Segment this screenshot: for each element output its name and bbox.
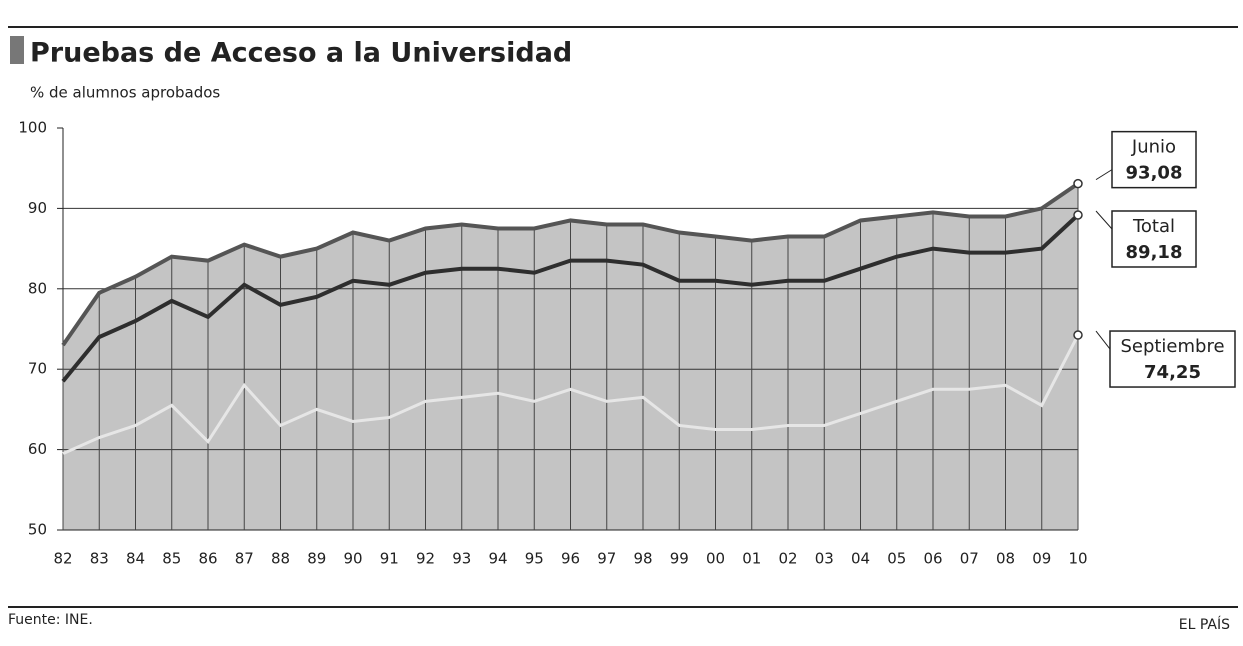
y-tick-label: 100 bbox=[18, 119, 47, 137]
x-tick-label: 91 bbox=[380, 550, 399, 568]
x-tick-label: 88 bbox=[271, 550, 290, 568]
value-label: 89,18 bbox=[1126, 242, 1183, 263]
source: Fuente: INE. bbox=[8, 612, 93, 628]
x-tick-label: 92 bbox=[416, 550, 435, 568]
x-tick-label: 82 bbox=[53, 550, 72, 568]
x-tick-label: 83 bbox=[90, 550, 109, 568]
line bbox=[61, 181, 1080, 347]
x-tick-label: 00 bbox=[706, 550, 725, 568]
x-tick-label: 09 bbox=[1032, 550, 1051, 568]
label-box bbox=[1109, 330, 1236, 388]
x-tick-label: 90 bbox=[343, 550, 362, 568]
end-marker bbox=[1073, 210, 1083, 220]
x-tick-label: 87 bbox=[235, 550, 254, 568]
end-marker bbox=[1073, 330, 1083, 340]
x-tick-label: 01 bbox=[742, 550, 761, 568]
title-icon bbox=[10, 36, 24, 64]
value-label: 74,25 bbox=[1144, 362, 1201, 383]
x-tick-label: 86 bbox=[198, 550, 217, 568]
x-tick-label: 84 bbox=[126, 550, 145, 568]
y-tick-label: 90 bbox=[28, 199, 47, 217]
x-tick-label: 06 bbox=[923, 550, 942, 568]
x-tick-label: 97 bbox=[597, 550, 616, 568]
end-marker bbox=[1073, 178, 1083, 189]
value-label: 93,08 bbox=[1126, 163, 1183, 184]
legend-label: Septiembre bbox=[1120, 336, 1224, 357]
label-pointer bbox=[1095, 210, 1113, 230]
x-tick-label: 89 bbox=[307, 550, 326, 568]
label-box bbox=[1111, 210, 1197, 268]
x-tick-label: 04 bbox=[851, 550, 870, 568]
x-tick-label: 10 bbox=[1068, 550, 1087, 568]
y-tick-label: 50 bbox=[28, 521, 47, 539]
x-tick-label: 85 bbox=[162, 550, 181, 568]
legend-label: Junio bbox=[1131, 137, 1176, 158]
x-tick-label: 03 bbox=[815, 550, 834, 568]
line bbox=[61, 213, 1080, 383]
chart-title: Pruebas de Acceso a la Universidad bbox=[30, 38, 572, 69]
line bbox=[62, 334, 1080, 455]
y-tick-label: 80 bbox=[28, 279, 47, 297]
x-tick-label: 05 bbox=[887, 550, 906, 568]
brand: EL PAÍS bbox=[1179, 616, 1230, 633]
subtitle: % de alumnos aprobados bbox=[30, 84, 220, 102]
x-tick-label: 07 bbox=[960, 550, 979, 568]
y-tick-label: 70 bbox=[28, 360, 47, 378]
x-tick-label: 99 bbox=[670, 550, 689, 568]
x-tick-label: 96 bbox=[561, 550, 580, 568]
label-pointer bbox=[1095, 330, 1111, 350]
legend-label: Total bbox=[1132, 216, 1175, 237]
x-tick-label: 95 bbox=[525, 550, 544, 568]
x-tick-label: 08 bbox=[996, 550, 1015, 568]
x-tick-label: 93 bbox=[452, 550, 471, 568]
x-tick-label: 02 bbox=[778, 550, 797, 568]
x-tick-label: 94 bbox=[488, 550, 507, 568]
label-box bbox=[1111, 130, 1197, 189]
x-tick-label: 98 bbox=[633, 550, 652, 568]
y-tick-label: 60 bbox=[28, 440, 47, 458]
label-pointer bbox=[1095, 169, 1113, 181]
